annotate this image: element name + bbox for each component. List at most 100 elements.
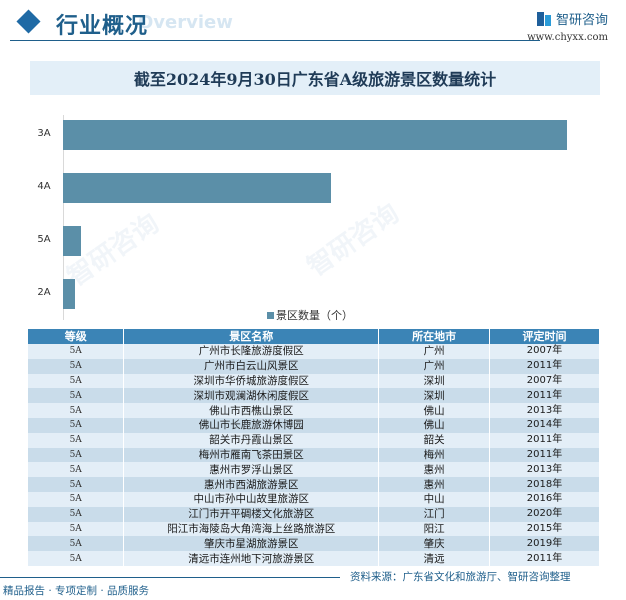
legend-label: 景区数量（个）	[276, 309, 353, 322]
table-row: 5A 韶关市丹霞山景区 韶关 2011年	[28, 432, 600, 448]
table-row: 5A 清远市连州地下河旅游景区 清远 2011年	[28, 551, 600, 566]
page-title-en: Overview	[138, 12, 233, 33]
cell-city: 深圳	[378, 388, 491, 404]
diamond-icon	[16, 9, 41, 34]
cell-city: 佛山	[378, 417, 491, 433]
table-row: 5A 深圳市华侨城旅游度假区 深圳 2007年	[28, 373, 600, 389]
cell-city: 阳江	[378, 521, 491, 537]
cell-date: 2013年	[489, 403, 600, 418]
cell-level: 5A	[28, 551, 125, 566]
cell-level: 5A	[28, 388, 125, 404]
footer-slogan: 精品报告 · 专项定制 · 品质服务	[3, 585, 150, 597]
cell-level: 5A	[28, 491, 125, 507]
bar-row-4a: 4A	[30, 173, 600, 203]
bar-4a	[63, 173, 331, 203]
cell-date: 2018年	[489, 477, 600, 492]
cell-level: 5A	[28, 358, 125, 374]
bar-row-3a: 3A	[30, 120, 600, 150]
cell-level: 5A	[28, 417, 125, 433]
cell-city: 佛山	[378, 403, 491, 418]
cell-level: 5A	[28, 462, 125, 478]
table-row: 5A 佛山市西樵山景区 佛山 2013年	[28, 403, 600, 418]
cell-level: 5A	[28, 403, 125, 418]
cell-name: 佛山市西樵山景区	[123, 403, 380, 418]
cell-city: 肇庆	[378, 536, 491, 552]
cell-name: 惠州市西湖旅游景区	[123, 477, 380, 492]
cell-name: 阳江市海陵岛大角湾海上丝路旅游区	[123, 521, 380, 537]
cell-date: 2014年	[489, 417, 600, 433]
category-label: 5A	[37, 234, 51, 245]
cell-date: 2011年	[489, 551, 600, 566]
brand-logo-icon	[536, 11, 551, 26]
cell-date: 2013年	[489, 462, 600, 478]
table-row: 5A 阳江市海陵岛大角湾海上丝路旅游区 阳江 2015年	[28, 521, 600, 537]
cell-city: 韶关	[378, 432, 491, 448]
cell-date: 2020年	[489, 506, 600, 522]
cell-city: 深圳	[378, 373, 491, 389]
bar-2a	[63, 279, 75, 309]
bar-chart: 3A 4A 5A 2A 景区数量（个）	[30, 105, 600, 325]
cell-name: 佛山市长鹿旅游休博园	[123, 417, 380, 433]
cell-city: 江门	[378, 506, 491, 522]
chart-title: 截至2024年9月30日广东省A级旅游景区数量统计	[133, 70, 497, 89]
source-note: 资料来源：广东省文化和旅游厅、智研咨询整理	[350, 571, 571, 583]
category-label: 4A	[37, 181, 51, 192]
y-axis	[63, 115, 64, 320]
cell-city: 惠州	[378, 462, 491, 478]
cell-level: 5A	[28, 521, 125, 537]
header-city: 所在地市	[378, 329, 491, 344]
category-label: 3A	[37, 128, 51, 139]
bar-5a	[63, 226, 81, 256]
cell-name: 梅州市雁南飞茶田景区	[123, 447, 380, 463]
header-date: 评定时间	[489, 329, 600, 344]
cell-city: 梅州	[378, 447, 491, 463]
cell-date: 2007年	[489, 344, 600, 359]
scenic-area-table: 等级 景区名称 所在地市 评定时间 5A 广州市长隆旅游度假区 广州 2007年 5A 广…	[28, 329, 600, 566]
table-row: 5A 广州市白云山风景区 广州 2011年	[28, 358, 600, 374]
cell-level: 5A	[28, 432, 125, 448]
cell-name: 清远市连州地下河旅游景区	[123, 551, 380, 566]
cell-level: 5A	[28, 344, 125, 359]
table-row: 5A 江门市开平碉楼文化旅游区 江门 2020年	[28, 506, 600, 522]
cell-city: 广州	[378, 344, 491, 359]
page-header: Overview 行业概况 智研咨询 www.chyxx.com	[0, 0, 626, 50]
cell-level: 5A	[28, 536, 125, 552]
bar-3a	[63, 120, 567, 150]
cell-name: 中山市孙中山故里旅游区	[123, 491, 380, 507]
cell-city: 广州	[378, 358, 491, 374]
table-row: 5A 惠州市西湖旅游景区 惠州 2018年	[28, 477, 600, 492]
cell-name: 深圳市观澜湖休闲度假区	[123, 388, 380, 404]
bar-row-5a: 5A	[30, 226, 600, 256]
chart-legend: 景区数量（个）	[267, 307, 353, 323]
cell-name: 肇庆市星湖旅游景区	[123, 536, 380, 552]
header-level: 等级	[28, 329, 125, 344]
cell-date: 2011年	[489, 447, 600, 463]
page-title: 行业概况	[56, 13, 149, 39]
table-row: 5A 广州市长隆旅游度假区 广州 2007年	[28, 344, 600, 359]
cell-date: 2007年	[489, 373, 600, 389]
table-row: 5A 梅州市雁南飞茶田景区 梅州 2011年	[28, 447, 600, 463]
cell-level: 5A	[28, 477, 125, 492]
table-row: 5A 中山市孙中山故里旅游区 中山 2016年	[28, 491, 600, 507]
brand: 智研咨询	[536, 9, 608, 28]
cell-level: 5A	[28, 506, 125, 522]
table-row: 5A 肇庆市星湖旅游景区 肇庆 2019年	[28, 536, 600, 552]
cell-level: 5A	[28, 373, 125, 389]
cell-date: 2011年	[489, 432, 600, 448]
cell-name: 惠州市罗浮山景区	[123, 462, 380, 478]
cell-date: 2019年	[489, 536, 600, 552]
table-row: 5A 惠州市罗浮山景区 惠州 2013年	[28, 462, 600, 478]
chart-title-bar: 截至2024年9月30日广东省A级旅游景区数量统计	[30, 61, 600, 95]
cell-date: 2011年	[489, 358, 600, 374]
cell-name: 韶关市丹霞山景区	[123, 432, 380, 448]
table-row: 5A 佛山市长鹿旅游休博园 佛山 2014年	[28, 417, 600, 433]
header-divider	[10, 40, 540, 41]
legend-swatch	[267, 311, 274, 319]
category-label: 2A	[37, 287, 51, 298]
table-header-row: 等级 景区名称 所在地市 评定时间	[28, 329, 600, 344]
cell-date: 2011年	[489, 388, 600, 404]
brand-name: 智研咨询	[555, 13, 608, 28]
bar-row-2a: 2A	[30, 279, 600, 309]
cell-city: 清远	[378, 551, 491, 566]
cell-level: 5A	[28, 447, 125, 463]
